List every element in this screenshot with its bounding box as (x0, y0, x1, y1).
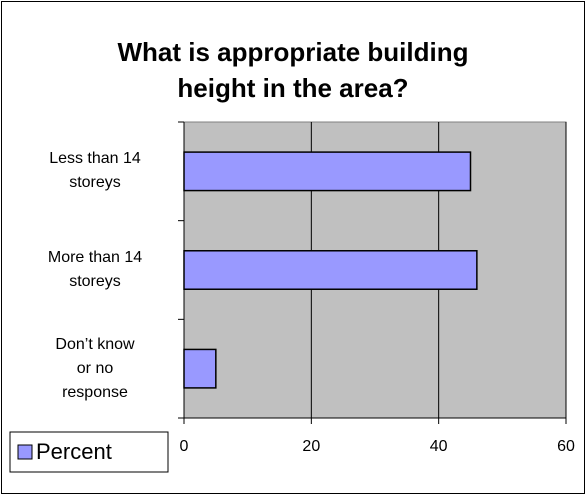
legend-swatch (17, 444, 33, 460)
y-tick-label: Don’t know or no response (55, 335, 135, 401)
chart-title: What is appropriate building height in t… (117, 37, 469, 103)
legend-box (9, 431, 169, 473)
y-tick-label: More than 14 storeys (47, 249, 143, 290)
y-tick-label: Less than 14 storeys (49, 150, 141, 192)
bar (183, 250, 478, 290)
x-tick-label: 60 (557, 438, 575, 455)
x-tick-label: 20 (302, 438, 320, 455)
x-tick-label: 0 (180, 438, 189, 455)
legend-label: Percent (36, 439, 112, 464)
bar (183, 151, 472, 192)
bar (183, 348, 217, 389)
x-tick-label: 40 (430, 438, 448, 455)
